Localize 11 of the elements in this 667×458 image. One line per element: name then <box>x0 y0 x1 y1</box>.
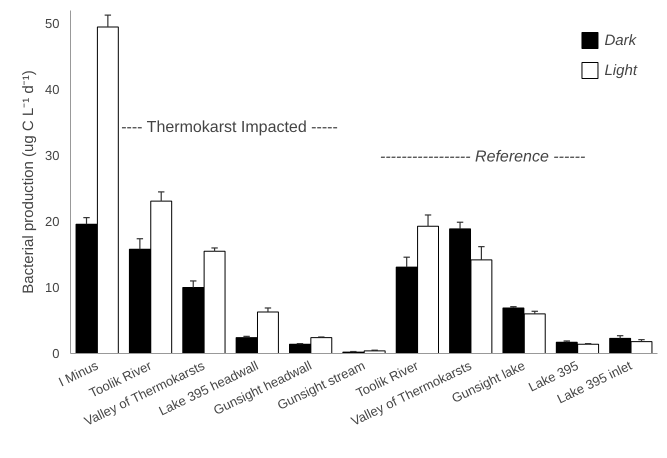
y-tick-label: 30 <box>45 148 60 164</box>
legend-label: Dark <box>604 32 636 48</box>
y-tick-label: 50 <box>45 16 60 32</box>
y-tick-label: 10 <box>45 280 60 296</box>
legend-label: Light <box>604 62 637 78</box>
annotation: ----------------- Reference ------ <box>380 148 586 166</box>
y-tick-label: 20 <box>45 214 60 230</box>
annotation: ---- Thermokarst Impacted ----- <box>121 118 338 136</box>
y-tick-label: 0 <box>52 346 60 361</box>
y-axis-title: Bacterial production (ug C L⁻¹ d⁻¹) <box>20 70 38 294</box>
y-tick-label: 40 <box>45 82 60 98</box>
